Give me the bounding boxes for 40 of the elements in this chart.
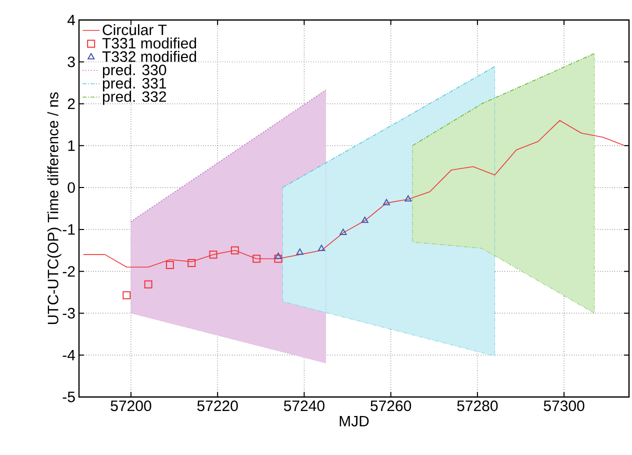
y-tick-label: 1 xyxy=(68,140,75,151)
legend-label: pred. 331 xyxy=(102,78,166,92)
legend-label: T331 modified xyxy=(102,38,196,49)
x-tick-label: 57260 xyxy=(370,400,412,412)
point xyxy=(274,252,282,259)
x-tick-label: 57220 xyxy=(197,400,238,412)
y-tick-label: -4 xyxy=(62,350,76,360)
point xyxy=(404,195,412,202)
legend-label: pred. 330 xyxy=(102,64,166,78)
y-tick-label: -1 xyxy=(62,224,75,235)
point xyxy=(166,261,174,270)
x-axis-title: MJD xyxy=(340,416,369,426)
legend-label: Circular T xyxy=(102,24,167,36)
legend-label: pred. 332 xyxy=(102,90,166,105)
x-tick-label: 57200 xyxy=(110,400,152,412)
legend-label: T332 modified xyxy=(102,50,196,62)
y-tick-label: 0 xyxy=(68,182,75,193)
y-tick-label: 3 xyxy=(68,56,75,68)
x-tick-label: 57300 xyxy=(544,400,584,412)
point xyxy=(382,199,390,206)
point xyxy=(122,291,131,300)
y-tick-label: -3 xyxy=(62,308,75,319)
y-tick-label: 4 xyxy=(67,14,76,26)
y-tick-label: 2 xyxy=(68,98,75,110)
y-tick-label: -2 xyxy=(62,266,75,277)
y-axis-title: UTC-UTC(OP) Time difference / ns xyxy=(47,92,62,324)
x-tick-label: 57240 xyxy=(284,400,324,412)
point xyxy=(296,248,304,255)
x-tick-label: 57280 xyxy=(457,400,498,412)
point xyxy=(361,216,368,223)
point xyxy=(144,280,152,288)
line-series xyxy=(82,120,626,268)
point xyxy=(188,258,196,267)
point xyxy=(209,250,218,259)
point xyxy=(252,254,261,263)
point xyxy=(318,244,326,251)
point xyxy=(230,246,239,254)
point xyxy=(274,254,282,263)
point xyxy=(340,228,347,236)
y-tick-label: -5 xyxy=(62,392,75,402)
